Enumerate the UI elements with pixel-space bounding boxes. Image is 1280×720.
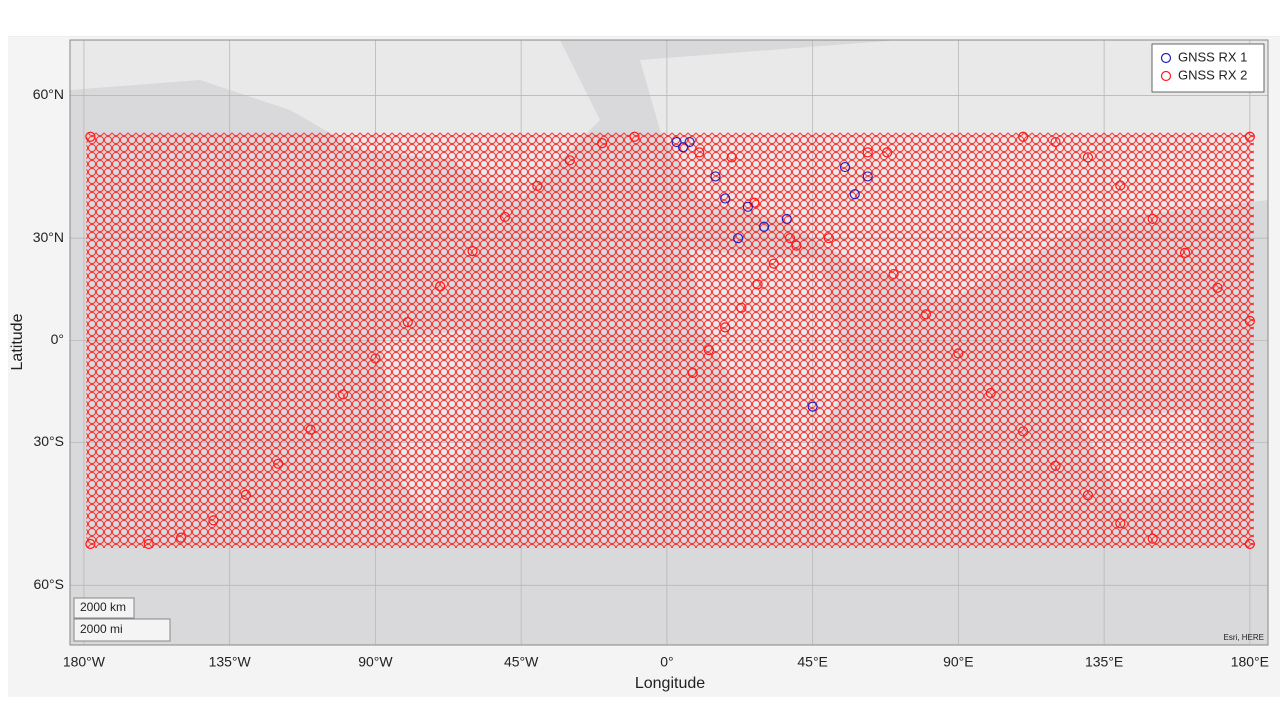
point (597, 138, 608, 149)
legend-marker (1160, 52, 1172, 64)
y-tick-label: 60°N (33, 86, 64, 102)
point (791, 240, 802, 251)
point (953, 348, 964, 359)
point (1082, 490, 1094, 501)
point (920, 309, 932, 320)
legend (1151, 43, 1265, 93)
point (742, 201, 753, 212)
legend-marker (1160, 70, 1172, 82)
point (781, 213, 792, 225)
x-axis-label: Longitude (635, 675, 705, 692)
point (677, 142, 689, 153)
y-axis-label: Latitude (9, 313, 26, 370)
x-tick-label: 135°W (209, 654, 252, 670)
point (1115, 180, 1126, 191)
point (694, 147, 705, 158)
point (684, 136, 695, 148)
point (1147, 213, 1158, 225)
point (985, 387, 996, 399)
point (85, 538, 96, 550)
point (768, 258, 779, 269)
legend-label: GNSS RX 2 (1178, 67, 1247, 82)
point (736, 302, 747, 313)
point (849, 189, 860, 200)
map-area (70, 40, 1268, 645)
point (733, 233, 744, 244)
x-tick-label: 45°W (504, 654, 539, 670)
x-tick-label: 90°E (943, 654, 974, 670)
point (499, 211, 511, 223)
point (1244, 315, 1255, 326)
point (726, 152, 737, 163)
point (1212, 282, 1223, 293)
point (862, 147, 873, 158)
point (752, 279, 763, 290)
point (370, 353, 381, 364)
point (305, 424, 316, 435)
legend-label: GNSS RX 1 (1178, 49, 1247, 64)
point (1244, 538, 1255, 550)
coverage-fill (86, 132, 1254, 548)
point (1082, 152, 1094, 163)
point (720, 322, 731, 333)
x-tick-label: 0° (660, 654, 673, 670)
point (1018, 131, 1029, 142)
point (467, 245, 478, 257)
point (402, 317, 413, 328)
point (823, 233, 834, 244)
point (85, 131, 96, 142)
point (710, 171, 721, 182)
point (1244, 131, 1255, 142)
point (703, 344, 715, 356)
point (720, 193, 731, 204)
point (1050, 136, 1061, 148)
point (882, 147, 893, 158)
point (784, 233, 796, 244)
point (1115, 518, 1126, 529)
point (435, 281, 446, 292)
x-tick-label: 180°W (63, 654, 106, 670)
point (839, 161, 851, 173)
point (1050, 460, 1061, 471)
x-tick-label: 135°E (1085, 654, 1123, 670)
point (758, 221, 770, 232)
scale-bar-label: 2000 km (80, 600, 126, 614)
point (564, 155, 575, 166)
point (1179, 247, 1191, 259)
attribution: Esri, HERE (1224, 633, 1264, 642)
point (629, 131, 640, 142)
point (143, 538, 154, 550)
y-tick-label: 30°N (33, 229, 64, 245)
point (240, 489, 251, 500)
axes-frame (69, 39, 1269, 646)
point (532, 180, 543, 191)
point (175, 532, 187, 543)
point (1147, 533, 1158, 544)
point (888, 268, 899, 280)
x-tick-label: 45°E (797, 654, 828, 670)
point (1018, 426, 1029, 437)
scale-bar-label: 2000 mi (80, 622, 123, 636)
x-tick-label: 90°W (358, 654, 393, 670)
point (208, 515, 219, 526)
point (337, 389, 349, 400)
point (687, 367, 698, 379)
y-tick-label: 60°S (33, 576, 64, 592)
x-tick-label: 180°E (1231, 654, 1269, 670)
scale-bar-km (73, 597, 135, 619)
point (807, 401, 818, 412)
point (273, 458, 284, 469)
scale-bar-mi (73, 618, 171, 642)
point (862, 171, 873, 182)
y-tick-label: 0° (51, 331, 64, 347)
point (671, 136, 682, 148)
y-tick-label: 30°S (33, 433, 64, 449)
